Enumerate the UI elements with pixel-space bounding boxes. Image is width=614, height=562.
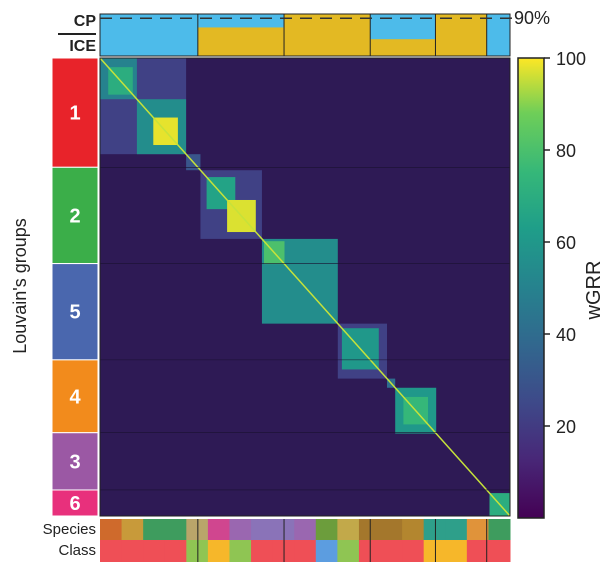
species-cell bbox=[423, 519, 446, 540]
group-bar bbox=[51, 432, 99, 491]
class-cell bbox=[445, 540, 468, 562]
class-cell bbox=[315, 540, 338, 562]
species-cell bbox=[315, 519, 338, 540]
class-cell bbox=[466, 540, 489, 562]
heatmap-diagonal bbox=[99, 57, 511, 517]
cp-segment bbox=[100, 14, 198, 56]
group-bar bbox=[51, 57, 99, 168]
species-cell bbox=[466, 519, 489, 540]
species-cell bbox=[402, 519, 425, 540]
species-cell bbox=[121, 519, 144, 540]
class-cell bbox=[294, 540, 317, 562]
class-cell bbox=[207, 540, 230, 562]
ice-segment bbox=[435, 14, 487, 56]
species-cell bbox=[337, 519, 360, 540]
group-label: 6 bbox=[69, 493, 80, 515]
class-cell bbox=[143, 540, 166, 562]
species-cell bbox=[251, 519, 274, 540]
class-label: Class bbox=[58, 542, 96, 559]
group-bar bbox=[51, 166, 99, 265]
ice-label: ICE bbox=[69, 38, 96, 55]
class-cell bbox=[100, 540, 123, 562]
species-label: Species bbox=[43, 521, 96, 538]
group-bar bbox=[51, 489, 99, 517]
group-label: 2 bbox=[69, 205, 80, 227]
cp-ice-frame bbox=[99, 13, 511, 57]
heatmap-frame bbox=[99, 57, 511, 517]
species-cell bbox=[100, 519, 123, 540]
class-cell bbox=[251, 540, 274, 562]
heatmap-matrix bbox=[99, 57, 511, 517]
class-cell bbox=[164, 540, 187, 562]
group-bar bbox=[51, 263, 99, 361]
ice-segment bbox=[197, 27, 285, 56]
colorbar-tick-label: 80 bbox=[556, 141, 576, 161]
species-cell bbox=[445, 519, 468, 540]
row-axis-label: Louvain's groups bbox=[10, 218, 30, 354]
species-class-bars bbox=[100, 519, 511, 562]
colorbar-tick-label: 20 bbox=[556, 417, 576, 437]
species-cell bbox=[164, 519, 187, 540]
ice-segment bbox=[284, 14, 371, 56]
species-cell bbox=[488, 519, 511, 540]
class-cell bbox=[121, 540, 144, 562]
colorbar-label: wGRR bbox=[583, 261, 605, 321]
colorbar-tick-label: 60 bbox=[556, 233, 576, 253]
class-cell bbox=[488, 540, 511, 562]
group-bar bbox=[51, 359, 99, 434]
louvain-group-bars: 1 2 5 4 3 6 bbox=[51, 57, 99, 517]
class-cell bbox=[380, 540, 403, 562]
species-cell bbox=[143, 519, 166, 540]
cp-label: CP bbox=[74, 13, 97, 30]
colorbar-tick-label: 100 bbox=[556, 49, 586, 69]
group-label: 4 bbox=[69, 386, 81, 408]
class-cell bbox=[402, 540, 425, 562]
group-label: 1 bbox=[69, 103, 80, 125]
species-cell bbox=[207, 519, 230, 540]
colorbar-ticks: 20 40 60 80 100 bbox=[544, 49, 586, 437]
colorbar bbox=[517, 57, 545, 519]
colorbar-tick-label: 40 bbox=[556, 325, 576, 345]
class-cell bbox=[229, 540, 252, 562]
ice-segment bbox=[370, 39, 436, 56]
species-cell bbox=[380, 519, 403, 540]
cp-segment bbox=[486, 14, 510, 56]
species-cell bbox=[229, 519, 252, 540]
group-label: 5 bbox=[69, 302, 80, 324]
cp-ice-bar bbox=[99, 13, 512, 57]
threshold-label: 90% bbox=[514, 8, 550, 28]
group-label: 3 bbox=[69, 451, 80, 473]
class-cell bbox=[337, 540, 360, 562]
class-cell bbox=[423, 540, 446, 562]
species-cell bbox=[294, 519, 317, 540]
